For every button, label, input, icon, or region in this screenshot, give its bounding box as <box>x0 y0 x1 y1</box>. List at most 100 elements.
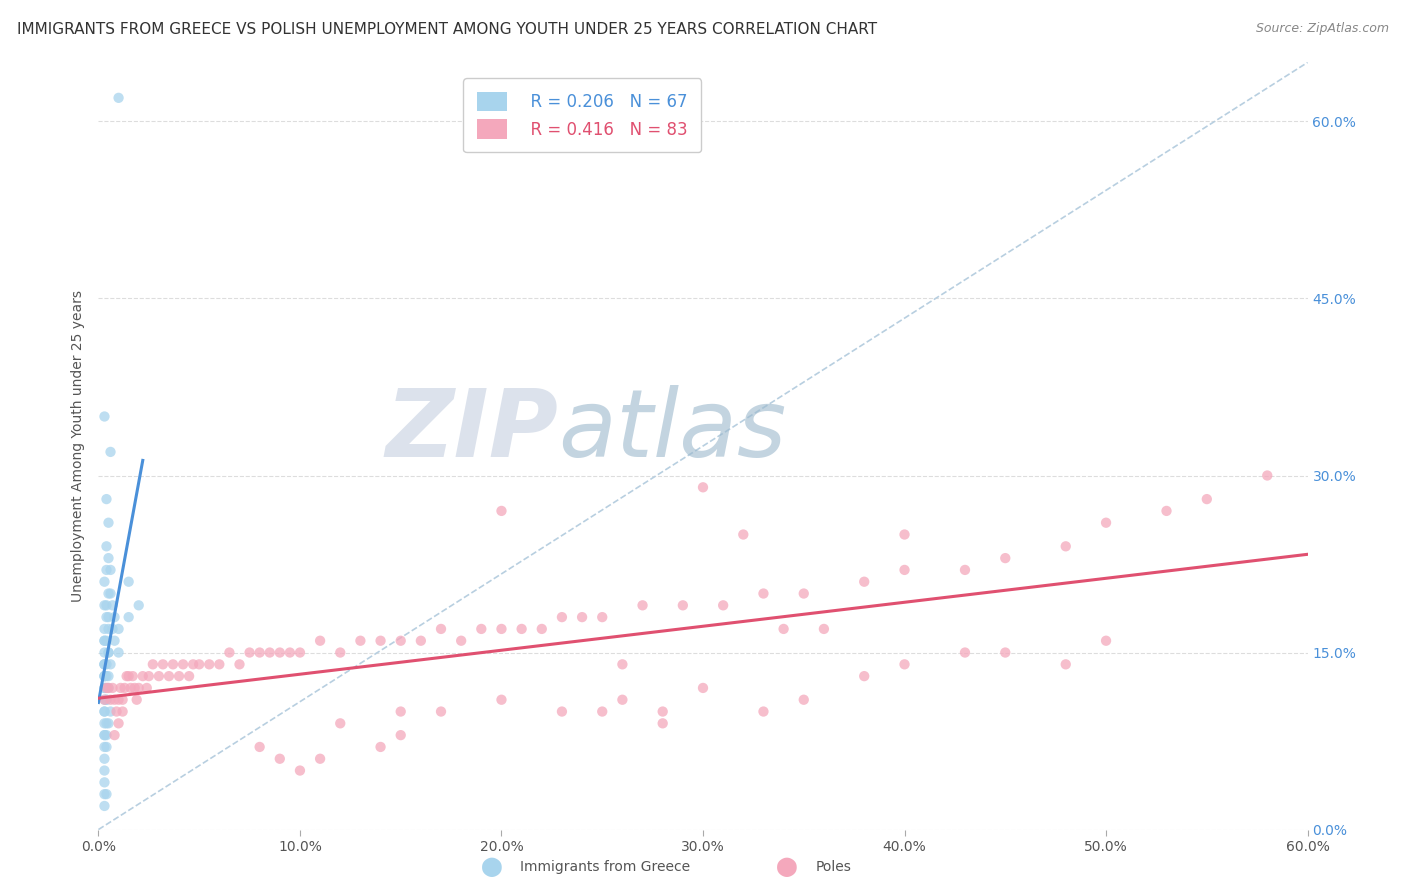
Point <box>772 622 794 636</box>
Point <box>1256 468 1278 483</box>
Point <box>430 705 453 719</box>
Point <box>1054 657 1077 672</box>
Point <box>93 752 115 766</box>
Point <box>853 669 876 683</box>
Point <box>96 492 118 507</box>
Point <box>813 622 835 636</box>
Point <box>551 705 574 719</box>
Point <box>93 633 115 648</box>
Point <box>93 669 115 683</box>
Point <box>93 716 115 731</box>
Point <box>93 646 115 660</box>
Point <box>329 646 352 660</box>
Text: ZIP: ZIP <box>385 384 558 476</box>
Point <box>93 692 115 706</box>
Point <box>152 657 174 672</box>
Point <box>218 646 240 660</box>
Point <box>96 681 118 695</box>
Point <box>228 657 250 672</box>
Point <box>111 692 134 706</box>
Point <box>96 657 118 672</box>
Point <box>100 445 122 459</box>
Point <box>96 539 118 553</box>
Point <box>93 657 115 672</box>
Point <box>125 692 148 706</box>
Point <box>93 705 115 719</box>
Point <box>93 409 115 424</box>
Point <box>389 728 412 742</box>
Point <box>96 692 118 706</box>
Point <box>96 728 118 742</box>
Point <box>121 669 143 683</box>
Point <box>1156 504 1178 518</box>
Point <box>93 599 115 613</box>
Point <box>179 669 201 683</box>
Point <box>269 752 291 766</box>
Point <box>278 646 301 660</box>
Point <box>752 586 775 600</box>
Point <box>111 705 134 719</box>
Point <box>93 728 115 742</box>
Point <box>128 681 150 695</box>
Point <box>953 646 976 660</box>
Point <box>96 610 118 624</box>
Point <box>309 752 332 766</box>
Point <box>239 646 262 660</box>
Point <box>96 633 118 648</box>
Point <box>93 657 115 672</box>
Point <box>103 692 125 706</box>
Point <box>491 504 513 518</box>
Point <box>793 586 815 600</box>
Point <box>118 574 141 589</box>
Point <box>118 669 141 683</box>
Point <box>651 716 673 731</box>
Point <box>249 646 271 660</box>
Point <box>450 633 472 648</box>
Point <box>1054 539 1077 553</box>
Point <box>107 622 129 636</box>
Point <box>93 574 115 589</box>
Point <box>93 787 115 801</box>
Point <box>672 599 695 613</box>
Point <box>93 692 115 706</box>
Point <box>93 739 115 754</box>
Point <box>96 739 118 754</box>
Point <box>259 646 281 660</box>
Point <box>97 610 120 624</box>
Point <box>1195 492 1218 507</box>
Point <box>103 633 125 648</box>
Point <box>893 527 915 541</box>
Point <box>115 669 138 683</box>
Point <box>96 716 118 731</box>
Point <box>571 610 593 624</box>
Point <box>93 775 115 789</box>
Point <box>491 692 513 706</box>
Point <box>148 669 170 683</box>
Point <box>97 669 120 683</box>
Point <box>651 705 673 719</box>
Point <box>208 657 231 672</box>
Text: Immigrants from Greece: Immigrants from Greece <box>520 860 690 874</box>
Point <box>93 799 115 814</box>
Point <box>100 692 122 706</box>
Point <box>612 657 634 672</box>
Point <box>97 681 120 695</box>
Point <box>97 586 120 600</box>
Point <box>692 480 714 494</box>
Point <box>97 646 120 660</box>
Point <box>793 692 815 706</box>
Point <box>530 622 553 636</box>
Text: ⬤: ⬤ <box>776 857 799 877</box>
Point <box>93 657 115 672</box>
Point <box>107 692 129 706</box>
Point <box>172 657 194 672</box>
Point <box>288 764 311 778</box>
Point <box>96 692 118 706</box>
Point <box>162 657 184 672</box>
Point <box>181 657 204 672</box>
Point <box>107 716 129 731</box>
Point <box>591 705 613 719</box>
Point <box>953 563 976 577</box>
Point <box>107 91 129 105</box>
Point <box>752 705 775 719</box>
